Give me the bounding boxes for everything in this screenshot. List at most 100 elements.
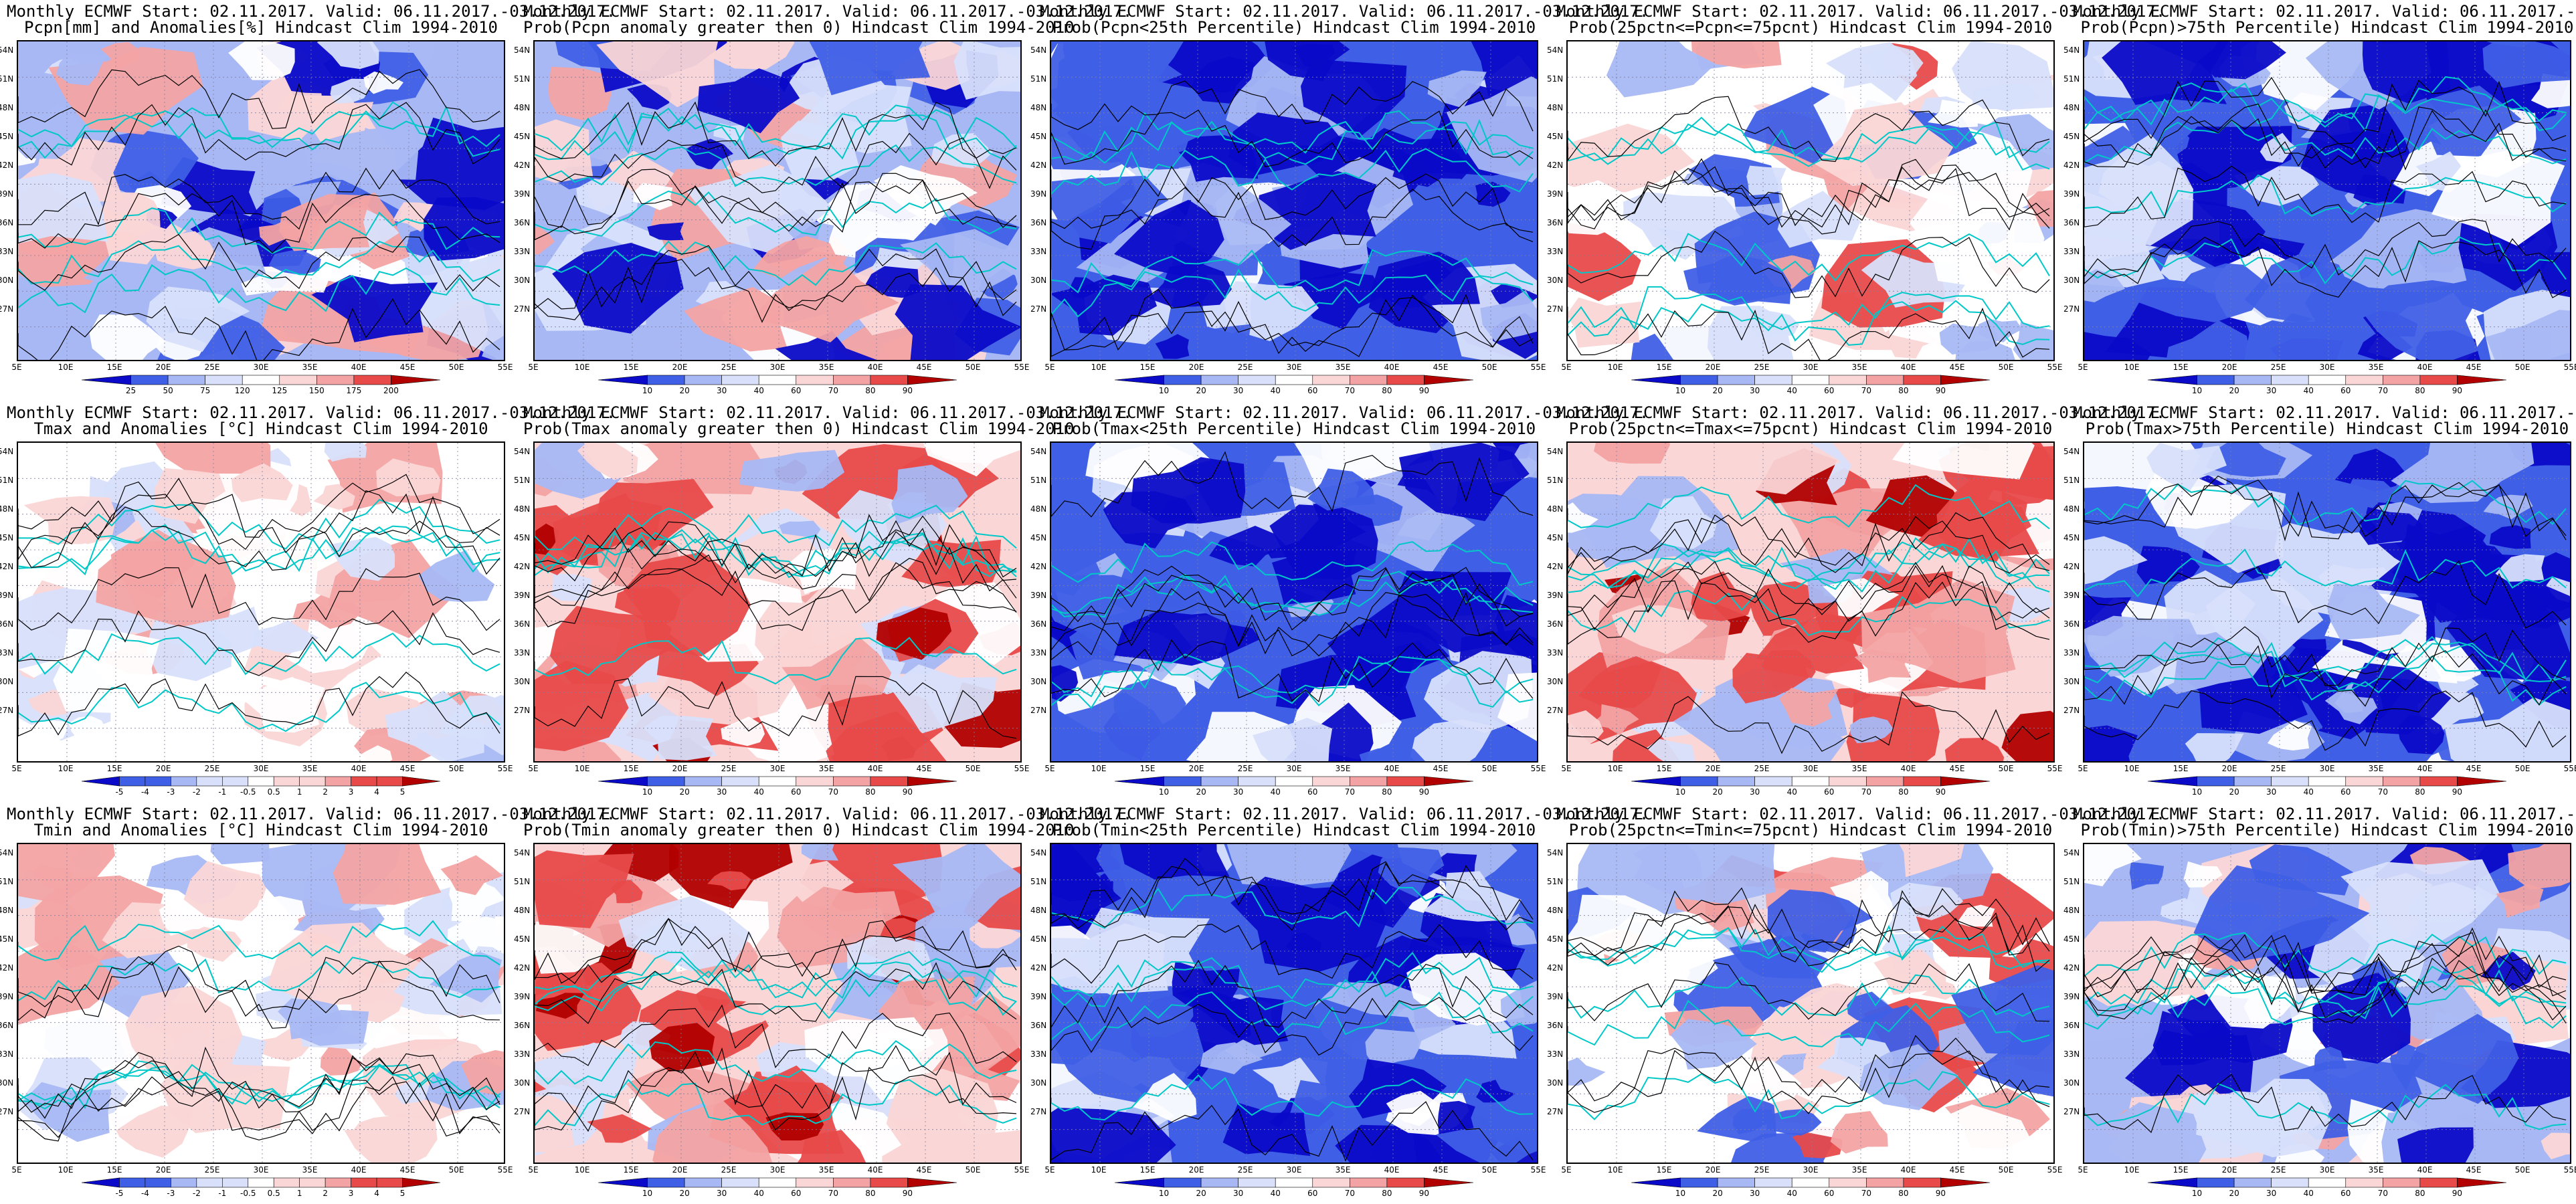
lon-tick-label: 10E (2124, 363, 2140, 372)
colorbar-tick-label: 70 (1345, 787, 1355, 797)
lat-tick-label: 30N (0, 677, 13, 686)
lon-tick-label: 20E (1706, 363, 1721, 372)
colorbar-tick-label: 40 (1787, 1189, 1797, 1198)
colorbar-swatch (145, 1178, 171, 1187)
lon-tick-label: 50E (965, 363, 981, 372)
colorbar-swatch (1755, 375, 1792, 385)
lon-tick-label: 50E (965, 1165, 981, 1175)
lat-tick-label: 33N (2063, 648, 2080, 658)
lon-tick-label: 55E (498, 1165, 513, 1175)
lat-tick-label: 42N (0, 161, 13, 170)
lon-tick-label: 35E (1336, 363, 1351, 372)
colorbar-tick-label: 70 (2378, 386, 2388, 395)
lon-tick-label: 45E (917, 1165, 932, 1175)
lon-tick-label: 15E (1657, 363, 1672, 372)
colorbar-tick-label: 90 (1419, 787, 1429, 797)
colorbar-swatch (2197, 777, 2235, 786)
colorbar-tick-label: 10 (1159, 386, 1169, 395)
colorbar-tick-label: 60 (2340, 787, 2351, 797)
lon-tick-label: 55E (2047, 764, 2063, 773)
colorbar-tick-label: 40 (2304, 386, 2314, 395)
colorbar-tick-label: 150 (309, 386, 325, 395)
lat-tick-label: 45N (0, 132, 13, 141)
colorbar-swatch (648, 777, 685, 786)
lat-tick-label: 39N (0, 189, 13, 199)
lat-tick-label: 48N (2063, 103, 2080, 112)
colorbar-tick-label: 10 (2192, 386, 2202, 395)
colorbar-tick-label: 80 (865, 1189, 875, 1198)
colorbar-swatch (2272, 1178, 2309, 1187)
panel-title-line2: Prob(Tmin<25th Percentile) Hindcast Clim… (1040, 821, 1548, 839)
lon-tick-label: 45E (1950, 764, 1965, 773)
lon-tick-label: 35E (2369, 363, 2384, 372)
colorbar-tick-label: 4 (374, 1189, 379, 1198)
lon-tick-label: 30E (2320, 1165, 2335, 1175)
colorbar-tick-label: 40 (1787, 386, 1797, 395)
lon-tick-label: 15E (107, 363, 122, 372)
lat-tick-label: 51N (2063, 476, 2080, 485)
shaded-field-region (1225, 844, 1352, 887)
map-panel-r1c1: Monthly ECMWF Start: 02.11.2017. Valid: … (7, 0, 515, 398)
lon-tick-label: 25E (1754, 764, 1770, 773)
colorbar (80, 1177, 442, 1188)
lon-tick-label: 15E (1657, 1165, 1672, 1175)
colorbar-swatch (171, 1178, 196, 1187)
colorbar-tick-label: 20 (2229, 386, 2239, 395)
lat-tick-label: 54N (0, 447, 13, 456)
colorbar-tick-label: 80 (1382, 787, 1392, 797)
lon-tick-label: 55E (1531, 363, 1546, 372)
lon-tick-label: 20E (156, 764, 171, 773)
lon-tick-label: 25E (1238, 1165, 1253, 1175)
colorbar-swatch (598, 375, 648, 385)
shaded-field-region (954, 41, 1021, 100)
lon-tick-label: 55E (2564, 363, 2576, 372)
colorbar-swatch (242, 375, 280, 385)
lon-tick-label: 25E (205, 764, 220, 773)
lat-tick-label: 27N (0, 1107, 13, 1116)
lon-tick-label: 35E (1852, 363, 1867, 372)
lon-tick-label: 25E (2271, 363, 2286, 372)
map-area (2083, 441, 2571, 763)
lat-tick-label: 54N (1547, 447, 1563, 456)
lat-tick-label: 48N (1030, 504, 1046, 514)
lat-tick-label: 33N (2063, 1049, 2080, 1059)
lon-tick-label: 55E (1531, 1165, 1546, 1175)
colorbar-swatch (2234, 375, 2272, 385)
lon-tick-label: 30E (770, 363, 786, 372)
lon-tick-label: 20E (1189, 764, 1204, 773)
lat-tick-label: 36N (514, 218, 530, 227)
colorbar-swatch (2197, 1178, 2235, 1187)
lat-tick-label: 30N (1547, 677, 1563, 686)
colorbar-swatch (759, 375, 796, 385)
lon-tick-label: 45E (917, 764, 932, 773)
colorbar-tick-label: 20 (679, 1189, 689, 1198)
colorbar-swatch (722, 1178, 759, 1187)
colorbar-tick-label: 2 (323, 1189, 328, 1198)
colorbar-swatch (1238, 375, 1276, 385)
colorbar-tick-label: 1 (297, 1189, 302, 1198)
colorbar-swatch (1792, 777, 1829, 786)
colorbar-swatch (870, 777, 908, 786)
colorbar-tick-label: -4 (141, 1189, 149, 1198)
lon-tick-label: 55E (2564, 1165, 2576, 1175)
colorbar-swatch (1681, 375, 1718, 385)
lon-tick-label: 55E (2047, 1165, 2063, 1175)
lat-tick-label: 51N (514, 476, 530, 485)
colorbar-swatch (2420, 777, 2458, 786)
colorbar-swatch (2457, 777, 2506, 786)
map-panel-r2c3: Monthly ECMWF Start: 02.11.2017. Valid: … (1040, 401, 1548, 799)
lon-tick-label: 10E (575, 764, 590, 773)
lon-tick-label: 20E (2222, 764, 2237, 773)
colorbar-tick-label: 80 (865, 787, 875, 797)
lat-tick-label: 45N (514, 934, 530, 944)
lon-tick-label: 30E (1287, 1165, 1302, 1175)
colorbar-swatch (82, 1178, 119, 1187)
colorbar-tick-label: 30 (1233, 1189, 1243, 1198)
colorbar-tick-label: 10 (1675, 1189, 1685, 1198)
colorbar-tick-label: 70 (2378, 1189, 2388, 1198)
colorbar-swatch (1350, 375, 1387, 385)
lat-tick-label: 54N (2063, 447, 2080, 456)
colorbar-tick-label: 20 (1196, 787, 1206, 797)
lat-tick-label: 39N (0, 992, 13, 1001)
lat-tick-label: 33N (514, 648, 530, 658)
